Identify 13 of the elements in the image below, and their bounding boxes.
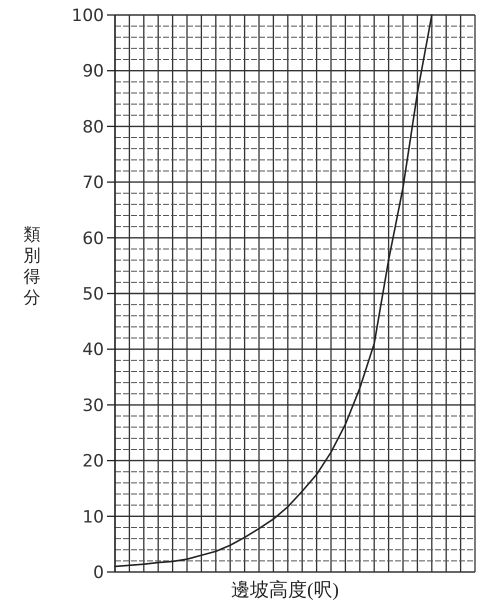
x-axis-title: 邊坡高度(呎) [231,579,339,601]
y-tick-label: 80 [82,117,104,138]
y-tick-label: 40 [82,340,104,360]
y-tick-label: 100 [72,6,104,26]
y-axis-title: 類別得分 [24,225,40,307]
y-tick-label: 50 [82,284,104,304]
y-tick-label: 0 [93,563,104,583]
y-tick-label: 90 [82,62,104,82]
y-tick-label: 60 [82,228,104,249]
y-tick-label: 10 [82,507,104,528]
y-tick-label: 70 [82,173,104,194]
y-tick-label: 20 [82,452,104,472]
y-tick-label: 30 [82,396,104,416]
